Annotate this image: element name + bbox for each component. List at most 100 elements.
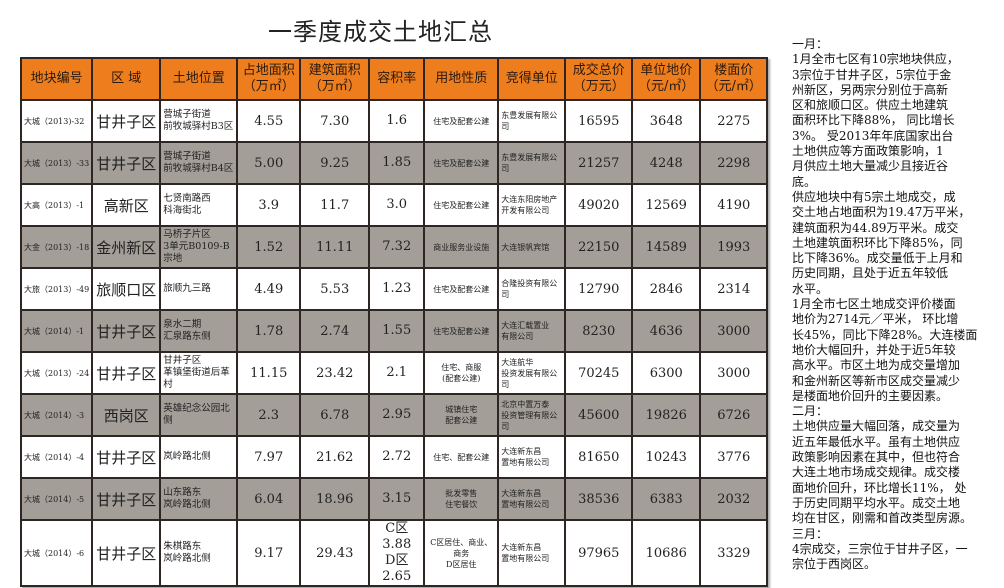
- cell-district: 旅顺口区: [91, 267, 162, 311]
- cell-far: 2.72: [368, 435, 426, 479]
- cell-winner: 大连东阳房地产 开发有限公司: [497, 183, 567, 227]
- header-use: 用地性质: [423, 57, 500, 101]
- summary-line: 二月：: [792, 404, 829, 419]
- cell-location: 营城子街道 前牧城驿村B3区: [159, 99, 239, 143]
- summary-line: 和金州新区等新市区成交量减少: [792, 373, 961, 388]
- cell-district: 甘井子区: [91, 309, 162, 353]
- cell-land-area: 1.52: [236, 225, 302, 269]
- cell-total: 45600: [564, 393, 634, 437]
- cell-far: 1.85: [368, 141, 426, 185]
- cell-id: 大高（2013）-1: [19, 183, 94, 227]
- cell-use: 住宅及配套公建: [423, 183, 500, 227]
- cell-location: 朱棋路东 岚岭路北侧: [159, 519, 239, 587]
- cell-build-area: 23.42: [299, 351, 371, 395]
- cell-floor-price: 3776: [699, 435, 769, 479]
- cell-id: 大城（2013)-32: [19, 99, 94, 143]
- cell-total: 21257: [564, 141, 634, 185]
- cell-id: 大旅（2013）-49: [19, 267, 94, 311]
- cell-location: 营城子街道 前牧城驿村B4区: [159, 141, 239, 185]
- cell-far: 2.95: [368, 393, 426, 437]
- cell-far: 1.23: [368, 267, 426, 311]
- cell-winner: 大连航华 投资发展有限公司: [497, 351, 567, 395]
- cell-use: 住宅及配套公建: [423, 99, 500, 143]
- summary-line: 州新区，另两宗分别位于高新: [792, 82, 949, 97]
- summary-line: 地价大幅回升，并处于近5年较: [792, 342, 956, 357]
- table-row: 大高（2013）-1 高新区 七贤南路西 科海街北 3.9 11.7 3.0 住宅及配套公建…: [19, 183, 769, 227]
- cell-far: C区3.88 D区2.65: [368, 519, 426, 587]
- cell-location: 山东路东 岚岭路北侧: [159, 477, 239, 521]
- cell-use: 住宅、商服 (配套公建): [423, 351, 500, 395]
- summary-line: 近五年最低水平。虽有土地供应: [792, 434, 961, 449]
- cell-use: 住宅及配套公建: [423, 141, 500, 185]
- summary-line: 三月：: [792, 526, 829, 541]
- cell-land-area: 5.00: [236, 141, 302, 185]
- table-row: 大城（2013）-33 甘井子区 营城子街道 前牧城驿村B4区 5.00 9.25 1.8…: [19, 141, 769, 185]
- cell-location: 旅顺九三路: [159, 267, 239, 311]
- table-row: 大城（2013）-24 甘井子区 甘井子区 革镇堡街道后革村 11.15 23.42 2.…: [19, 351, 769, 395]
- header-floor-price: 楼面价 （元/㎡）: [699, 57, 769, 101]
- cell-total: 22150: [564, 225, 634, 269]
- cell-id: 大城（2014）-6: [19, 519, 94, 587]
- cell-unit-price: 4248: [631, 141, 702, 185]
- cell-location: 七贤南路西 科海街北: [159, 183, 239, 227]
- cell-use: 批发零售 住宅餐饮: [423, 477, 500, 521]
- cell-use: 住宅、配套公建: [423, 435, 500, 479]
- cell-build-area: 11.11: [299, 225, 371, 269]
- table-row: 大城（2013)-32 甘井子区 营城子街道 前牧城驿村B3区 4.55 7.30 1.6…: [19, 99, 769, 143]
- summary-line: 一月：: [792, 37, 829, 51]
- cell-district: 甘井子区: [91, 477, 162, 521]
- cell-total: 12790: [564, 267, 634, 311]
- cell-location: 英雄纪念公园北侧: [159, 393, 239, 437]
- cell-district: 高新区: [91, 183, 162, 227]
- cell-floor-price: 1993: [699, 225, 769, 269]
- cell-winner: 合隆投资有限公司: [497, 267, 567, 311]
- table-row: 大金（2013）-18 金州新区 马桥子片区 3单元B0109-B宗地 1.52 11.…: [19, 225, 769, 269]
- cell-total: 81650: [564, 435, 634, 479]
- summary-line: 供应地块中有5宗土地成交，成: [792, 189, 956, 204]
- summary-line: 建筑面积为44.89万平米。成交: [792, 220, 959, 235]
- summary-line: 地价为2714元／平米， 环比增: [792, 312, 959, 327]
- cell-unit-price: 10243: [631, 435, 702, 479]
- summary-line: 面积环比下降88%， 同比增长: [792, 113, 955, 128]
- header-id: 地块编号: [19, 57, 94, 101]
- cell-floor-price: 4190: [699, 183, 769, 227]
- cell-use: 城镇住宅 配套公建: [423, 393, 500, 437]
- summary-line: 3%。 受2013年年底国家出台: [792, 128, 954, 143]
- cell-winner: 大连银帆宾馆: [497, 225, 567, 269]
- cell-build-area: 9.25: [299, 141, 371, 185]
- cell-floor-price: 3000: [699, 309, 769, 353]
- cell-district: 甘井子区: [91, 519, 162, 587]
- cell-winner: 大连新东昌 置地有限公司: [497, 477, 567, 521]
- cell-id: 大城（2014）-5: [19, 477, 94, 521]
- cell-total: 97965: [564, 519, 634, 587]
- cell-total: 70245: [564, 351, 634, 395]
- cell-floor-price: 2275: [699, 99, 769, 143]
- cell-land-area: 1.78: [236, 309, 302, 353]
- summary-line: 区和旅顺口区。供应土地建筑: [792, 98, 949, 113]
- table-header-row: 地块编号区 域土地位置 占地面积 （万㎡） 建筑面积 （万㎡） 容积率 用地性质 竞得单位…: [19, 57, 769, 101]
- table-row: 大城（2014）-5 甘井子区 山东路东 岚岭路北侧 6.04 18.96 3.15 批发零…: [19, 477, 769, 521]
- cell-build-area: 18.96: [299, 477, 371, 521]
- summary-line: 大连土地市场成交规律。成交楼: [792, 465, 961, 480]
- cell-unit-price: 10686: [631, 519, 702, 587]
- cell-use: 商业服务业设施: [423, 225, 500, 269]
- summary-line: 政策影响因素在其中，但也符合: [792, 450, 961, 465]
- cell-total: 16595: [564, 99, 634, 143]
- cell-floor-price: 3000: [699, 351, 769, 395]
- summary-line: 均在甘区，刚需和首改类型房源。: [792, 511, 973, 526]
- summary-line: 长45%，同比下降28%。大连楼面: [792, 327, 978, 342]
- cell-build-area: 6.78: [299, 393, 371, 437]
- summary-line: 高水平。市区土地为成交量增加: [792, 358, 961, 373]
- cell-build-area: 2.74: [299, 309, 371, 353]
- cell-id: 大城（2014）-3: [19, 393, 94, 437]
- cell-far: 3.15: [368, 477, 426, 521]
- cell-land-area: 3.9: [236, 183, 302, 227]
- cell-use: 住宅及配套公建: [423, 267, 500, 311]
- summary-line: 是楼面地价回升的主要因素。: [792, 388, 949, 403]
- cell-winner: 东豊发展有限公司: [497, 99, 567, 143]
- cell-far: 1.6: [368, 99, 426, 143]
- header-total-price: 成交总价 （万元）: [564, 57, 634, 101]
- cell-winner: 东豊发展有限公司: [497, 141, 567, 185]
- header-far: 容积率: [368, 57, 426, 101]
- cell-use: 住宅及配套公建: [423, 309, 500, 353]
